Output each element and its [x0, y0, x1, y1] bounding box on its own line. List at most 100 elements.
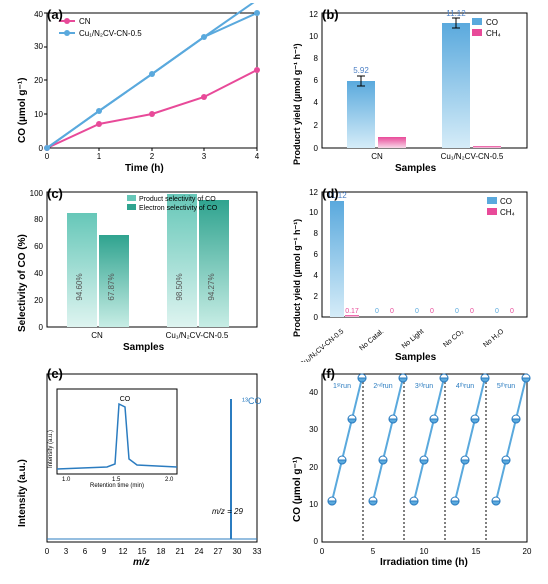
svg-text:0: 0	[45, 152, 50, 161]
b-cat1: Cu₁/N₂CV-CN-0.5	[441, 152, 504, 161]
svg-text:18: 18	[157, 547, 166, 556]
panel-b: (b) Producrt yield (µmol g⁻¹ h⁻¹) Sample…	[280, 3, 540, 178]
b-cat0: CN	[371, 152, 383, 161]
svg-text:0: 0	[375, 308, 379, 315]
c-v1: 94.60%	[75, 273, 84, 300]
c-v3: 98.50%	[175, 273, 184, 300]
panel-c-label: (c)	[47, 186, 63, 201]
svg-text:5: 5	[371, 547, 376, 556]
e-mz: m/z = 29	[212, 507, 243, 516]
panel-f-xlabel: Irradiation time (h)	[380, 557, 468, 568]
svg-text:1.0: 1.0	[62, 477, 71, 483]
panel-f-ylabel: CO (µmol g⁻¹)	[292, 457, 303, 522]
svg-text:33: 33	[253, 547, 262, 556]
svg-text:40: 40	[34, 10, 43, 19]
svg-text:4: 4	[314, 98, 319, 107]
svg-text:12: 12	[309, 10, 318, 19]
svg-text:2: 2	[150, 152, 155, 161]
panel-f: (f) CO (µmol g⁻¹) Irradiation time (h) 0…	[280, 362, 540, 572]
d-c2: No Light	[401, 328, 426, 350]
legend-c-0: Product selectivity of CO	[139, 196, 216, 203]
f-r1: 2ⁿᵈrun	[373, 383, 392, 390]
svg-text:100: 100	[30, 189, 44, 198]
panel-b-ylabel: Producrt yield (µmol g⁻¹ h⁻¹)	[292, 43, 303, 165]
svg-text:0: 0	[39, 144, 44, 153]
svg-text:12: 12	[119, 547, 128, 556]
svg-text:24: 24	[195, 547, 204, 556]
svg-text:6: 6	[83, 547, 88, 556]
svg-text:0: 0	[314, 144, 319, 153]
svg-text:12: 12	[309, 188, 318, 197]
svg-text:0: 0	[415, 308, 419, 315]
c-v4: 94.27%	[207, 273, 216, 300]
legend-c-1: Electron selectivity of CO	[139, 205, 218, 212]
svg-text:6: 6	[314, 76, 319, 85]
svg-text:15: 15	[472, 547, 481, 556]
e-ins-peak: CO	[120, 396, 131, 403]
panel-a-xlabel: Time (h)	[125, 163, 164, 174]
b-val-cn: 5.92	[353, 66, 369, 75]
panel-f-label: (f)	[322, 366, 335, 381]
svg-text:0: 0	[320, 547, 325, 556]
panel-c-xlabel: Samples	[123, 342, 164, 353]
svg-text:30: 30	[233, 547, 242, 556]
panel-e-xlabel: m/z	[133, 557, 150, 568]
svg-text:0: 0	[390, 308, 394, 315]
svg-text:10: 10	[34, 110, 43, 119]
d-c3: No CO₂	[442, 328, 465, 349]
svg-text:10: 10	[420, 547, 429, 556]
panel-a-ylabel: CO (µmol g⁻¹)	[17, 78, 28, 143]
svg-text:0: 0	[430, 308, 434, 315]
svg-text:0: 0	[510, 308, 514, 315]
svg-text:40: 40	[309, 388, 318, 397]
panel-f-chart: 010203040 05101520	[280, 362, 540, 572]
legend-b-ch4: CH₄	[486, 29, 501, 38]
d-c4: No H₂O	[482, 328, 505, 349]
svg-text:2: 2	[314, 292, 319, 301]
legend-d-co: CO	[500, 197, 512, 206]
svg-text:9: 9	[102, 547, 107, 556]
panel-a: (a) CO (µmol g⁻¹) Time (h) 010203040 012…	[5, 3, 270, 178]
svg-text:40: 40	[34, 269, 43, 278]
svg-text:4: 4	[314, 271, 319, 280]
svg-text:2.0: 2.0	[165, 477, 174, 483]
legend-b-co: CO	[486, 18, 498, 27]
svg-text:21: 21	[176, 547, 185, 556]
panel-c-chart: 020406080100 94.60% 67.87% 98.50% 94.27%…	[5, 182, 270, 357]
svg-text:8: 8	[314, 54, 319, 63]
b-val-cu: 11.12	[446, 9, 466, 18]
svg-text:3: 3	[202, 152, 207, 161]
panel-d-label: (d)	[322, 186, 339, 201]
svg-text:0: 0	[470, 308, 474, 315]
svg-text:0: 0	[455, 308, 459, 315]
panel-e: (e) Intensity (a.u.) m/z 036912151821242…	[5, 362, 270, 572]
c-cat1: Cu₁/N₂CV-CN-0.5	[166, 331, 229, 340]
f-r3: 4ᵗʰrun	[456, 383, 474, 390]
panel-d-chart: 024681012 11.12 0.17 00 00 00 00 Cu₁/N₂C…	[280, 182, 540, 367]
svg-text:4: 4	[255, 152, 260, 161]
svg-text:1: 1	[97, 152, 102, 161]
panel-a-label: (a)	[47, 7, 63, 22]
panel-d: (d) Product yield (µmol g⁻¹ h⁻¹) Samples…	[280, 182, 540, 367]
svg-text:2: 2	[314, 121, 319, 130]
svg-text:0: 0	[495, 308, 499, 315]
svg-text:0: 0	[39, 323, 44, 332]
panel-e-label: (e)	[47, 366, 63, 381]
svg-text:15: 15	[138, 547, 147, 556]
svg-text:60: 60	[34, 242, 43, 251]
c-v2: 67.87%	[107, 273, 116, 300]
svg-text:10: 10	[309, 32, 318, 41]
f-r4: 5ᵗʰrun	[497, 383, 515, 390]
panel-e-ylabel: Intensity (a.u.)	[17, 459, 28, 527]
svg-text:10: 10	[309, 208, 318, 217]
panel-e-chart: 03691215182124273033 ¹³CO m/z = 29 Inten…	[5, 362, 270, 572]
svg-text:20: 20	[309, 463, 318, 472]
legend-a-cu: Cu₁/N₂CV-CN-0.5	[79, 29, 142, 38]
svg-text:30: 30	[309, 425, 318, 434]
panel-c-ylabel: Selectivity of CO (%)	[17, 234, 28, 332]
svg-text:80: 80	[34, 215, 43, 224]
svg-text:0: 0	[314, 313, 319, 322]
panel-c: (c) Selectivity of CO (%) Samples 020406…	[5, 182, 270, 357]
svg-text:0: 0	[314, 537, 319, 546]
legend-d-ch4: CH₄	[500, 208, 515, 217]
